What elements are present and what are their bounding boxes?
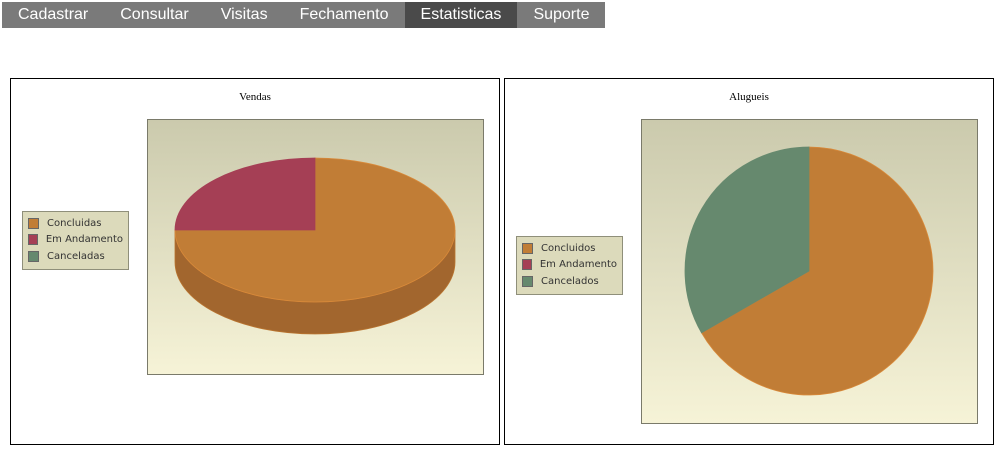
chart-legend: Concluidos Em Andamento Cancelados xyxy=(516,236,623,295)
legend-swatch xyxy=(522,275,533,287)
pie-chart-alugueis xyxy=(684,146,934,396)
pie-slice-cancelados xyxy=(684,146,810,334)
legend-item: Canceladas xyxy=(28,248,123,265)
legend-swatch xyxy=(28,234,38,246)
pie-slice-concluidos xyxy=(700,146,934,396)
chart-legend: Concluidas Em Andamento Canceladas xyxy=(22,211,129,270)
legend-label: Em Andamento xyxy=(539,259,617,271)
pie-slice-concluidas xyxy=(174,157,456,303)
legend-swatch xyxy=(522,242,533,254)
legend-label: Canceladas xyxy=(47,250,105,262)
main-nav: Cadastrar Consultar Visitas Fechamento E… xyxy=(2,2,606,28)
legend-label: Em Andamento xyxy=(45,234,123,246)
chart-panel-vendas: Vendas Concluidas Em Andamento Cancelada… xyxy=(10,78,500,445)
legend-label: Concluidos xyxy=(541,242,596,254)
legend-item: Concluidas xyxy=(28,215,123,232)
nav-fechamento[interactable]: Fechamento xyxy=(283,2,405,28)
chart-panel-alugueis: Alugueis Concluidos Em Andamento Cancela… xyxy=(504,78,994,445)
nav-visitas[interactable]: Visitas xyxy=(204,2,284,28)
pie-chart-vendas xyxy=(174,157,456,335)
legend-swatch xyxy=(522,259,532,271)
nav-suporte[interactable]: Suporte xyxy=(517,2,606,28)
legend-item: Cancelados xyxy=(522,273,617,290)
nav-cadastrar[interactable]: Cadastrar xyxy=(2,2,105,28)
legend-swatch xyxy=(28,217,39,229)
legend-label: Concluidas xyxy=(47,217,102,229)
chart-title: Vendas xyxy=(239,91,271,103)
legend-item: Concluidos xyxy=(522,240,617,257)
legend-item: Em Andamento xyxy=(522,257,617,274)
nav-estatisticas[interactable]: Estatisticas xyxy=(404,2,518,28)
pie-slice-em-andamento xyxy=(174,157,316,231)
legend-item: Em Andamento xyxy=(28,232,123,249)
chart-title: Alugueis xyxy=(729,91,769,103)
legend-swatch xyxy=(28,250,39,262)
legend-label: Cancelados xyxy=(541,275,599,287)
nav-consultar[interactable]: Consultar xyxy=(104,2,205,28)
